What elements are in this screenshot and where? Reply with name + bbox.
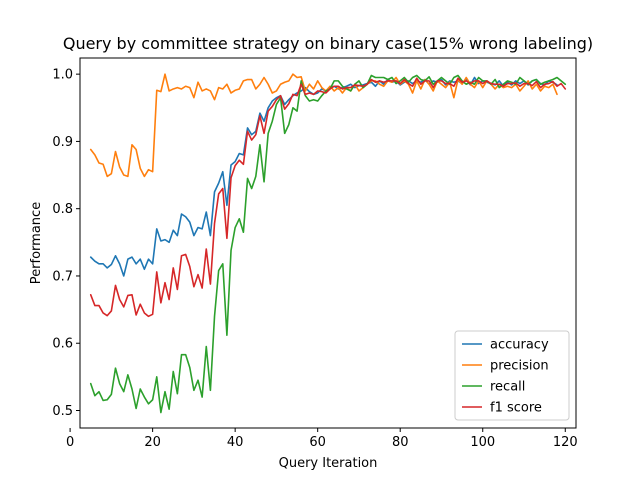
y-tick-label: 0.8 <box>52 202 73 217</box>
y-axis-label: Performance <box>29 202 44 284</box>
x-tick-label: 100 <box>470 435 495 450</box>
x-axis-label: Query Iteration <box>279 456 378 471</box>
x-axis: 0 20 40 60 80 100 120 <box>66 428 578 450</box>
legend-box <box>454 330 570 421</box>
legend-label: accuracy <box>490 338 549 353</box>
y-tick-label: 1.0 <box>52 68 73 83</box>
x-tick-label: 120 <box>553 435 578 450</box>
x-tick-label: 20 <box>144 435 161 450</box>
series-layer <box>89 73 567 414</box>
legend-label: recall <box>490 380 525 395</box>
chart-title: Query by committee strategy on binary ca… <box>63 34 593 53</box>
x-tick-label: 60 <box>309 435 326 450</box>
legend: accuracy precision recall f1 score <box>454 330 570 421</box>
y-tick-label: 0.7 <box>52 269 73 284</box>
x-tick-label: 0 <box>66 435 74 450</box>
legend-label: precision <box>490 359 549 374</box>
series-line-f1-score <box>89 77 567 318</box>
y-tick-label: 0.5 <box>52 404 73 419</box>
legend-label: f1 score <box>490 401 542 416</box>
plot-frame <box>79 57 577 429</box>
y-tick-label: 0.9 <box>52 135 73 150</box>
x-tick-label: 80 <box>392 435 409 450</box>
x-tick-label: 40 <box>227 435 244 450</box>
y-tick-label: 0.6 <box>52 337 73 352</box>
y-axis: 0.5 0.6 0.7 0.8 0.9 1.0 <box>52 68 80 419</box>
